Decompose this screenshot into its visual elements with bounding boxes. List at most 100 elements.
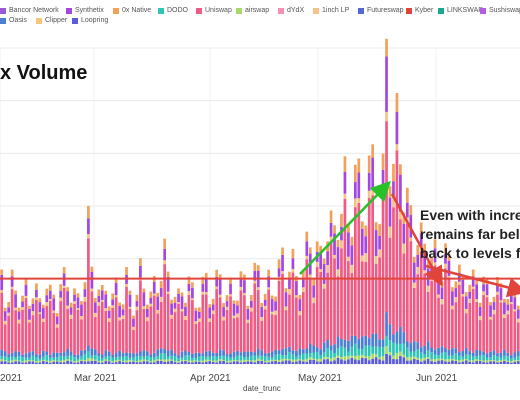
legend-swatch[interactable] [72,18,78,24]
bar-segment [208,318,212,322]
x-tick-label: Apr 2021 [190,373,231,384]
bar-segment [461,294,465,297]
bar-segment [243,295,246,352]
legend-label[interactable]: SushiswapV [489,7,520,14]
bar-segment [180,357,184,360]
bar-segment [35,361,38,363]
bar-segment [385,121,388,313]
bar-segment [159,281,163,288]
legend-swatch[interactable] [0,18,6,24]
bar-segment [107,306,111,311]
bar-segment [319,269,323,272]
bar-segment [496,284,499,292]
legend-swatch[interactable] [358,8,364,14]
bar-segment [312,285,316,298]
bar-segment [14,359,17,362]
bar-segment [263,356,267,362]
bar-segment [419,347,423,353]
bar-segment [142,308,146,351]
bar-segment [437,360,440,364]
legend-label[interactable]: 0x Native [122,7,152,14]
bar-segment [93,298,97,303]
bar-segment [364,345,368,356]
bar-segment [121,356,125,361]
bar-segment [166,293,170,351]
legend-label[interactable]: DODO [167,7,188,14]
bar-segment [142,356,146,360]
legend-label[interactable]: Bancor Network [9,7,59,14]
bar-segment [187,294,191,352]
bar-segment [288,279,291,289]
bar-segment [426,350,430,358]
bar-segment [66,291,69,306]
legend-swatch[interactable] [36,18,42,24]
legend-label[interactable]: Oasis [9,17,27,24]
legend-label[interactable]: Uniswap [205,7,232,14]
bar-segment [218,294,222,298]
legend-label[interactable]: airswap [245,7,270,14]
bar-segment [222,359,225,361]
bar-segment [135,353,139,357]
bar-segment [107,351,111,357]
bar-segment [222,355,225,360]
legend-swatch[interactable] [313,8,319,14]
bar-segment [378,357,381,360]
legend-swatch[interactable] [438,8,444,14]
bar-segment [184,302,187,307]
legend-swatch[interactable] [480,8,486,14]
bar-segment [333,344,336,353]
bar-segment [208,321,212,351]
bar-segment [90,360,94,364]
legend-swatch[interactable] [66,8,72,14]
bar-segment [69,302,73,308]
legend-swatch[interactable] [0,8,6,14]
legend-label[interactable]: dYdX [287,7,305,14]
legend-swatch[interactable] [158,8,164,14]
bar-segment [194,361,198,364]
bar-segment [83,360,87,362]
legend-swatch[interactable] [196,8,202,14]
bar-segment [343,356,347,361]
bar-segment [159,353,163,360]
bar-segment [451,287,454,292]
legend-swatch[interactable] [236,8,242,14]
bar-segment [80,319,83,351]
bar-segment [350,245,354,265]
bar-segment [364,355,368,359]
bar-segment [288,289,291,295]
legend-label[interactable]: LINKSWAP [447,7,483,14]
bar-segment [412,256,416,263]
bar-segment [312,297,316,304]
legend-label[interactable]: 1inch LP [322,7,350,14]
bar-segment [357,198,361,203]
bar-segment [343,171,347,194]
bar-segment [35,362,38,364]
bar-segment [201,294,205,354]
bar-segment [142,292,146,307]
legend-label[interactable]: Synthetix [75,7,104,14]
legend-label[interactable]: Clipper [45,17,68,24]
legend-swatch[interactable] [278,8,284,14]
bar-segment [485,297,489,354]
bar-segment [509,355,513,359]
bar-segment [232,303,236,316]
bar-segment [24,279,28,285]
bar-segment [347,359,350,364]
legend-label[interactable]: Loopring [81,17,109,24]
bar-segment [430,359,433,362]
bar-segment [132,315,135,319]
bar-segment [69,355,73,361]
legend-swatch[interactable] [113,8,119,14]
bar-segment [66,360,69,364]
legend-label[interactable]: Kyber [415,7,434,14]
bar-segment [315,359,319,362]
legend-label[interactable]: Futureswap [367,7,404,14]
legend-swatch[interactable] [406,8,412,14]
bar-segment [236,305,239,314]
bar-segment [90,291,94,349]
bar-segment [267,356,271,361]
bar-segment [121,360,125,362]
bar-segment [197,318,201,323]
bar-segment [260,359,264,361]
bar-segment [333,352,336,358]
